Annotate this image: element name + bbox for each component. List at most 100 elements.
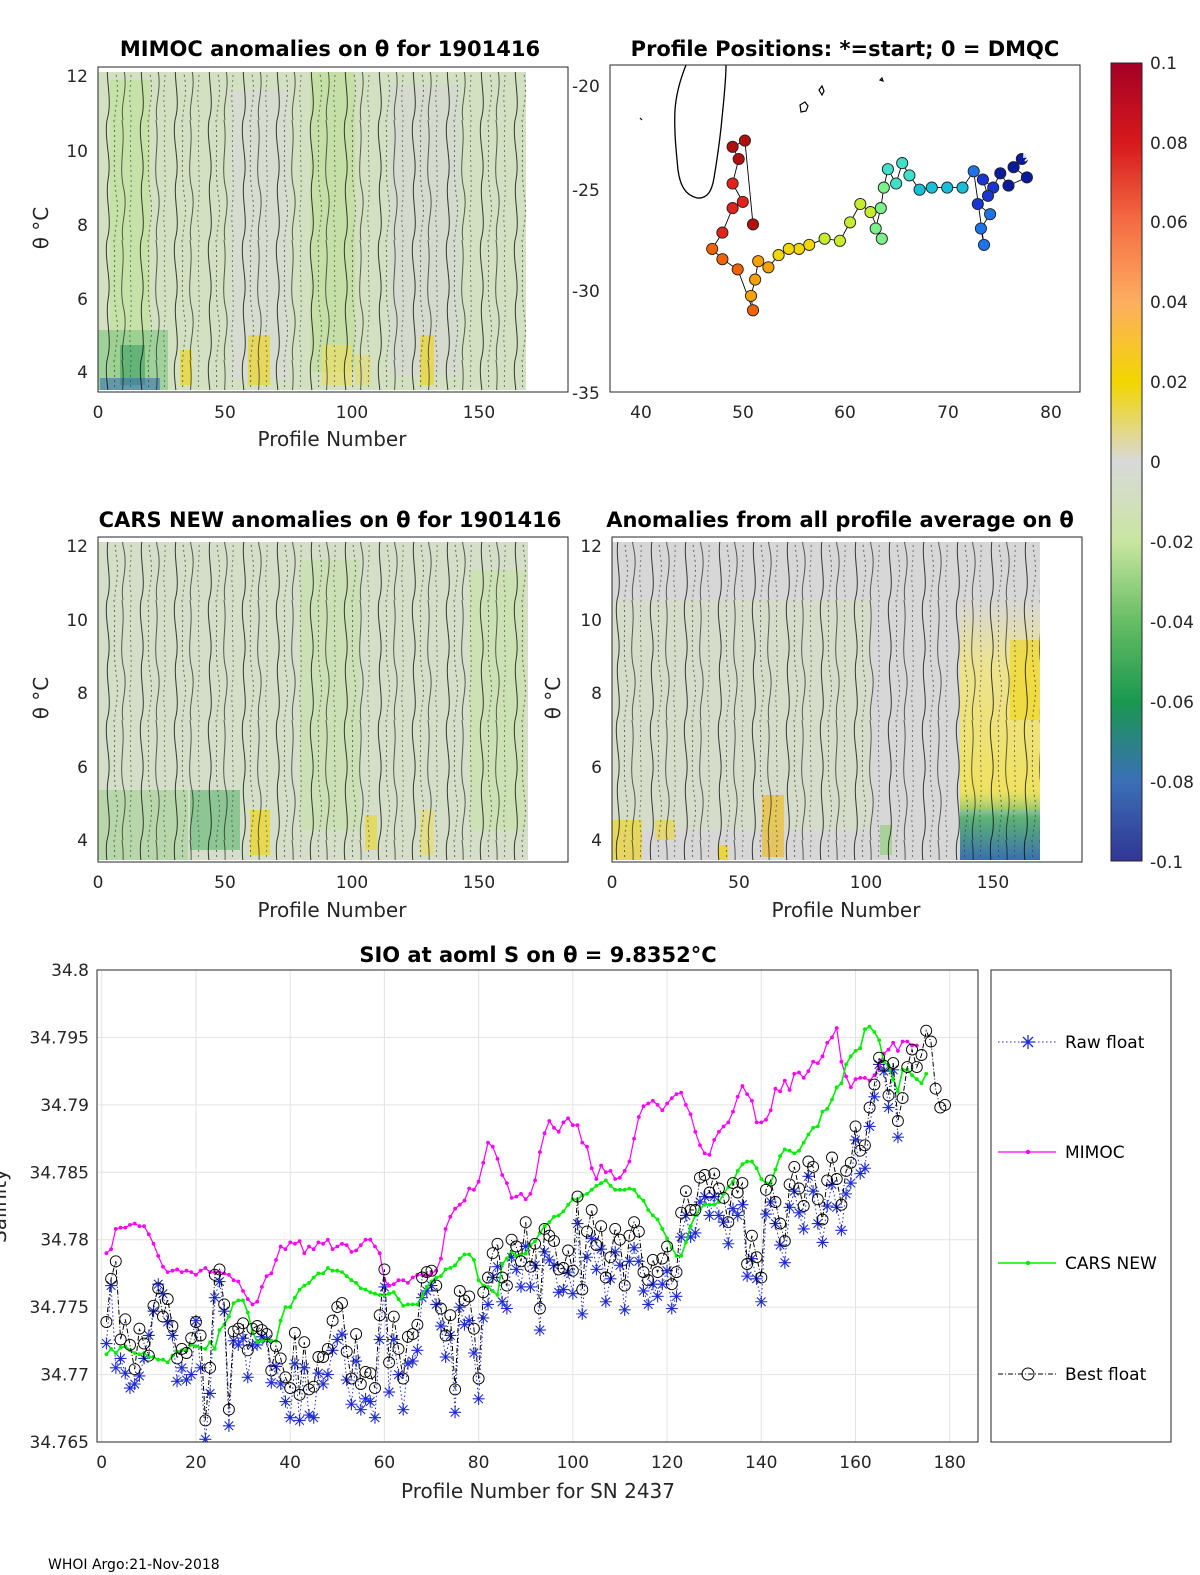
y-tick: 34.8 [51,961,89,981]
data-point [368,1290,373,1295]
data-point [816,1236,829,1249]
data-point [194,1272,198,1277]
data-point [599,1271,612,1284]
data-point [844,1074,848,1079]
data-point [260,1328,273,1341]
data-point [100,1316,113,1328]
data-point [189,1316,202,1328]
y-tick: -25 [572,181,600,201]
x-tick: 100 [557,1453,589,1473]
data-point [363,1287,368,1292]
axes-box [97,66,569,393]
data-point [302,1251,307,1256]
data-point [458,1318,471,1331]
data-point [524,1260,537,1273]
data-point [331,1301,344,1314]
data-point [453,1206,457,1211]
data-point [481,1160,486,1165]
data-point [646,1278,659,1291]
data-point [825,1178,838,1191]
x-tick: 100 [850,873,882,893]
data-point [632,1225,645,1238]
y-tick: 12 [580,537,602,557]
data-point [853,1077,858,1082]
data-point [439,1351,452,1364]
data-point [688,1224,693,1229]
y-tick: 34.765 [30,1433,89,1453]
profile-position-point [738,134,751,147]
y-tick: 6 [77,290,88,310]
data-point [152,1278,165,1291]
data-point [373,1291,377,1296]
data-point [424,1285,429,1289]
data-point [515,1255,527,1268]
data-point [467,1252,472,1257]
data-point [868,1078,881,1091]
data-point [237,1332,250,1345]
data-point [251,1320,264,1332]
data-point [105,1279,118,1292]
data-point [270,1360,283,1373]
data-point [453,1263,457,1268]
data-point [891,1077,896,1082]
circle-marker-icon [1021,1367,1035,1381]
data-point [194,1344,198,1349]
profile-position-point [844,216,857,229]
data-point [529,1259,542,1272]
data-point [118,1225,123,1230]
data-point [773,1086,778,1091]
data-point [100,1337,113,1350]
data-point [882,1101,895,1114]
x-axis-label: Profile Number for SN 2437 [401,1479,675,1503]
data-point [500,1302,513,1315]
data-point [152,1282,165,1295]
profile-position-point [877,181,890,194]
data-point [712,1138,717,1142]
data-point [622,1169,627,1173]
x-tick: 40 [630,403,652,423]
data-point [364,1395,377,1408]
y-tick: -30 [572,282,600,302]
profile-position-point [981,189,995,202]
data-point [420,1284,433,1297]
data-point [293,1414,306,1427]
x-ticks: 0 50 100 150 [93,403,496,423]
data-point [548,1235,560,1248]
data-point [486,1271,499,1284]
data-point [124,1338,136,1351]
data-point [335,1244,340,1249]
data-point [397,1403,410,1416]
data-point [476,1278,481,1283]
y-tick: 34.785 [30,1163,89,1183]
data-point [265,1376,278,1389]
data-point [576,1307,589,1320]
data-point [232,1338,245,1351]
data-point [434,1320,447,1333]
data-point [698,1169,711,1181]
data-point [542,1224,547,1229]
y-ticks: 12 10 8 6 4 [66,67,88,383]
data-point [482,1271,494,1284]
data-point [298,1361,311,1374]
data-point [373,1333,386,1346]
colorbar-tick: 0.08 [1150,134,1188,154]
data-point [745,1229,758,1242]
data-point [113,1227,118,1231]
data-point [533,1324,546,1337]
data-point [378,1280,391,1293]
x-tick: 160 [839,1453,871,1473]
data-point [495,1156,500,1161]
data-point [434,1268,439,1273]
data-point [180,1373,193,1386]
data-point [278,1244,283,1249]
profile-position-point [1007,161,1020,174]
data-point [670,1266,683,1279]
data-point [245,1310,250,1315]
data-point [844,1156,857,1169]
data-point [656,1278,669,1291]
data-point [595,1220,608,1233]
panel-title: Anomalies from all profile average on θ [606,508,1074,532]
data-point [576,1283,589,1296]
data-point [797,1200,810,1212]
x-ticks: 0 20 40 60 80 100 120 140 160 180 [96,1453,966,1473]
